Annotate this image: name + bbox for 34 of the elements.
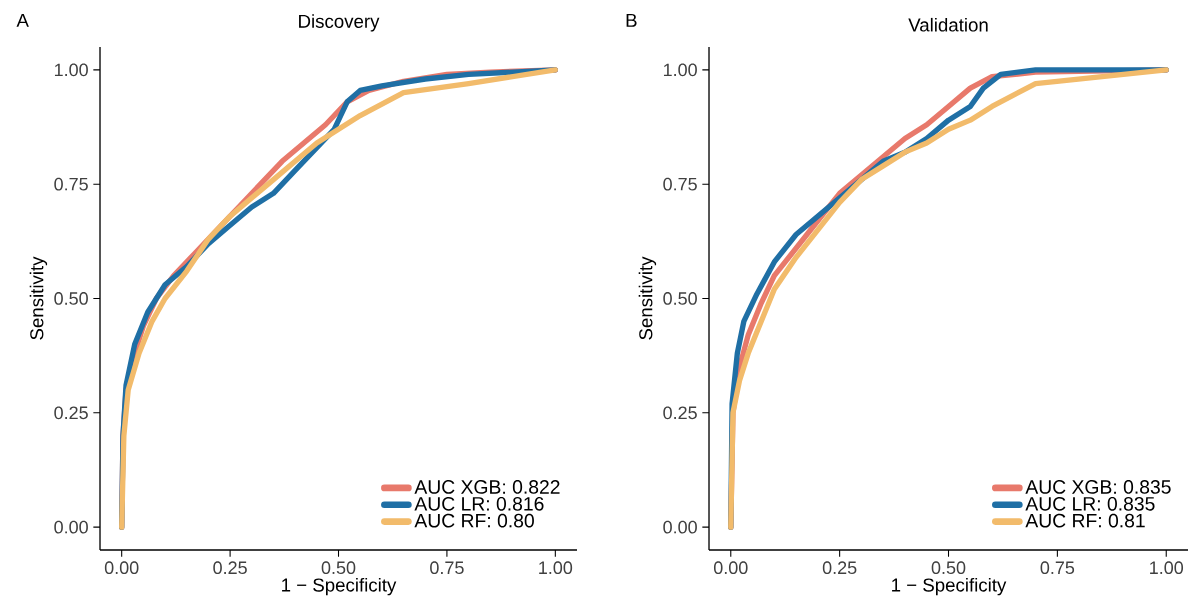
text: B [626, 13, 637, 27]
legend-label: AUC LR: 0.835 [1025, 496, 1155, 511]
x-tick-label: 0.25 [213, 561, 247, 575]
x-tick-label: 0.75 [1040, 561, 1075, 575]
x-tick-label: 0.50 [321, 561, 356, 575]
x-axis-title: 1 − Specificity [282, 577, 397, 596]
x-tick-label: 0.75 [430, 561, 464, 575]
legend-label: AUC XGB: 0.822 [414, 480, 560, 494]
y-tick-label: 1.00 [663, 63, 697, 77]
chart-title: Validation [908, 17, 988, 32]
x-tick-label: 0.50 [931, 561, 966, 575]
x-tick-label: 0.00 [104, 561, 139, 575]
y-tick-label: 0.00 [54, 520, 88, 534]
legend-label: AUC LR: 0.816 [414, 496, 544, 511]
y-tick-label: 0.50 [663, 292, 697, 305]
chart-title: Discovery [299, 14, 380, 32]
x-axis-title: 1 − Specificity [892, 577, 1007, 596]
y-axis-title: Sensitivity [638, 256, 657, 340]
y-tick-label: 0.25 [54, 406, 88, 420]
legend-label: AUC RF: 0.81 [1025, 513, 1145, 528]
legend-label: AUC RF: 0.80 [414, 513, 534, 528]
y-tick-label: 0.75 [54, 177, 88, 191]
y-tick-label: 0.25 [663, 406, 697, 420]
legend-label: AUC XGB: 0.835 [1025, 480, 1171, 494]
text: A [16, 13, 29, 27]
x-tick-label: 1.00 [539, 561, 573, 575]
x-tick-label: 1.00 [1150, 561, 1184, 575]
x-tick-label: 0.00 [713, 561, 748, 575]
y-tick-label: 0.00 [663, 520, 697, 534]
y-tick-label: 0.75 [663, 177, 697, 191]
y-tick-label: 1.00 [54, 63, 88, 77]
x-tick-label: 0.25 [822, 561, 857, 575]
y-axis-title: Sensitivity [29, 256, 48, 340]
y-tick-label: 0.50 [54, 292, 88, 305]
